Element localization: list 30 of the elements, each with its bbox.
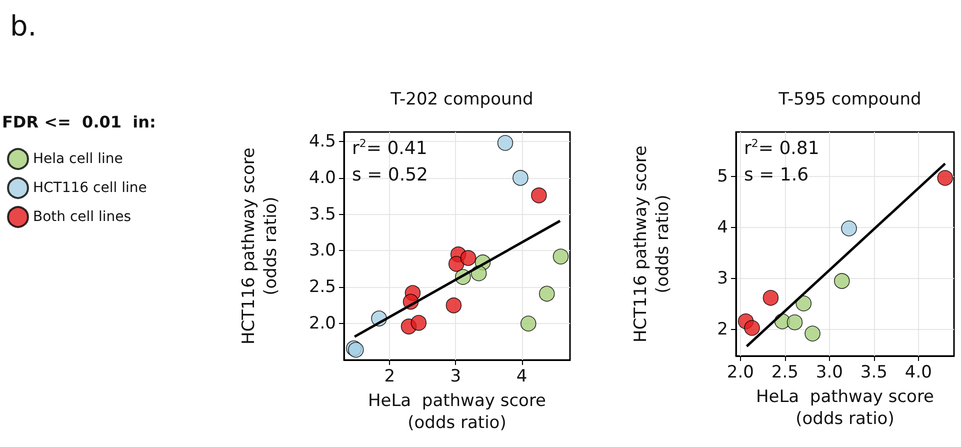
x-tick-label: 2 [384, 366, 396, 386]
y-tick-label: 4.5 [308, 131, 336, 152]
x-tick-label: 4 [516, 366, 528, 386]
text: b. [10, 10, 37, 42]
y-tick-label: 3 [717, 268, 728, 288]
x-tick-label: 3.5 [860, 362, 888, 382]
y-tick-label: 2.5 [308, 277, 336, 298]
annotation: s = 0.52 [352, 164, 428, 186]
y-tick-label: 3.5 [308, 204, 336, 224]
x-tick-label: 2.5 [771, 362, 798, 382]
y-axis-title: HCT116 pathway score (odds ratio) [239, 147, 281, 345]
legend-label: Hela cell line [33, 151, 123, 167]
legend-title: FDR <= 0.01 in: [2, 112, 156, 132]
legend-label: HCT116 cell line [33, 180, 147, 196]
y-axis-title: HCT116 pathway score (odds ratio) [631, 145, 673, 343]
x-tick-label: 3.0 [816, 362, 843, 382]
x-tick-label: 3 [450, 366, 462, 386]
x-axis-title: HeLa pathway score (odds ratio) [368, 390, 546, 433]
legend-label: Both cell lines [33, 209, 132, 225]
y-tick-label: 4 [717, 217, 728, 238]
y-tick-label: 5 [717, 166, 728, 186]
annotation: s = 1.6 [744, 164, 809, 186]
y-tick-label: 2.0 [308, 314, 336, 334]
y-tick-label: 4.0 [308, 168, 336, 188]
x-axis-title: HeLa pathway score (odds ratio) [756, 386, 934, 429]
x-tick-label: 4.0 [904, 362, 932, 382]
chart-title: T-595 compound [778, 90, 922, 110]
chart-title: T-202 compound [390, 90, 534, 110]
y-tick-label: 3.0 [308, 240, 336, 261]
y-tick-label: 2 [717, 319, 728, 340]
